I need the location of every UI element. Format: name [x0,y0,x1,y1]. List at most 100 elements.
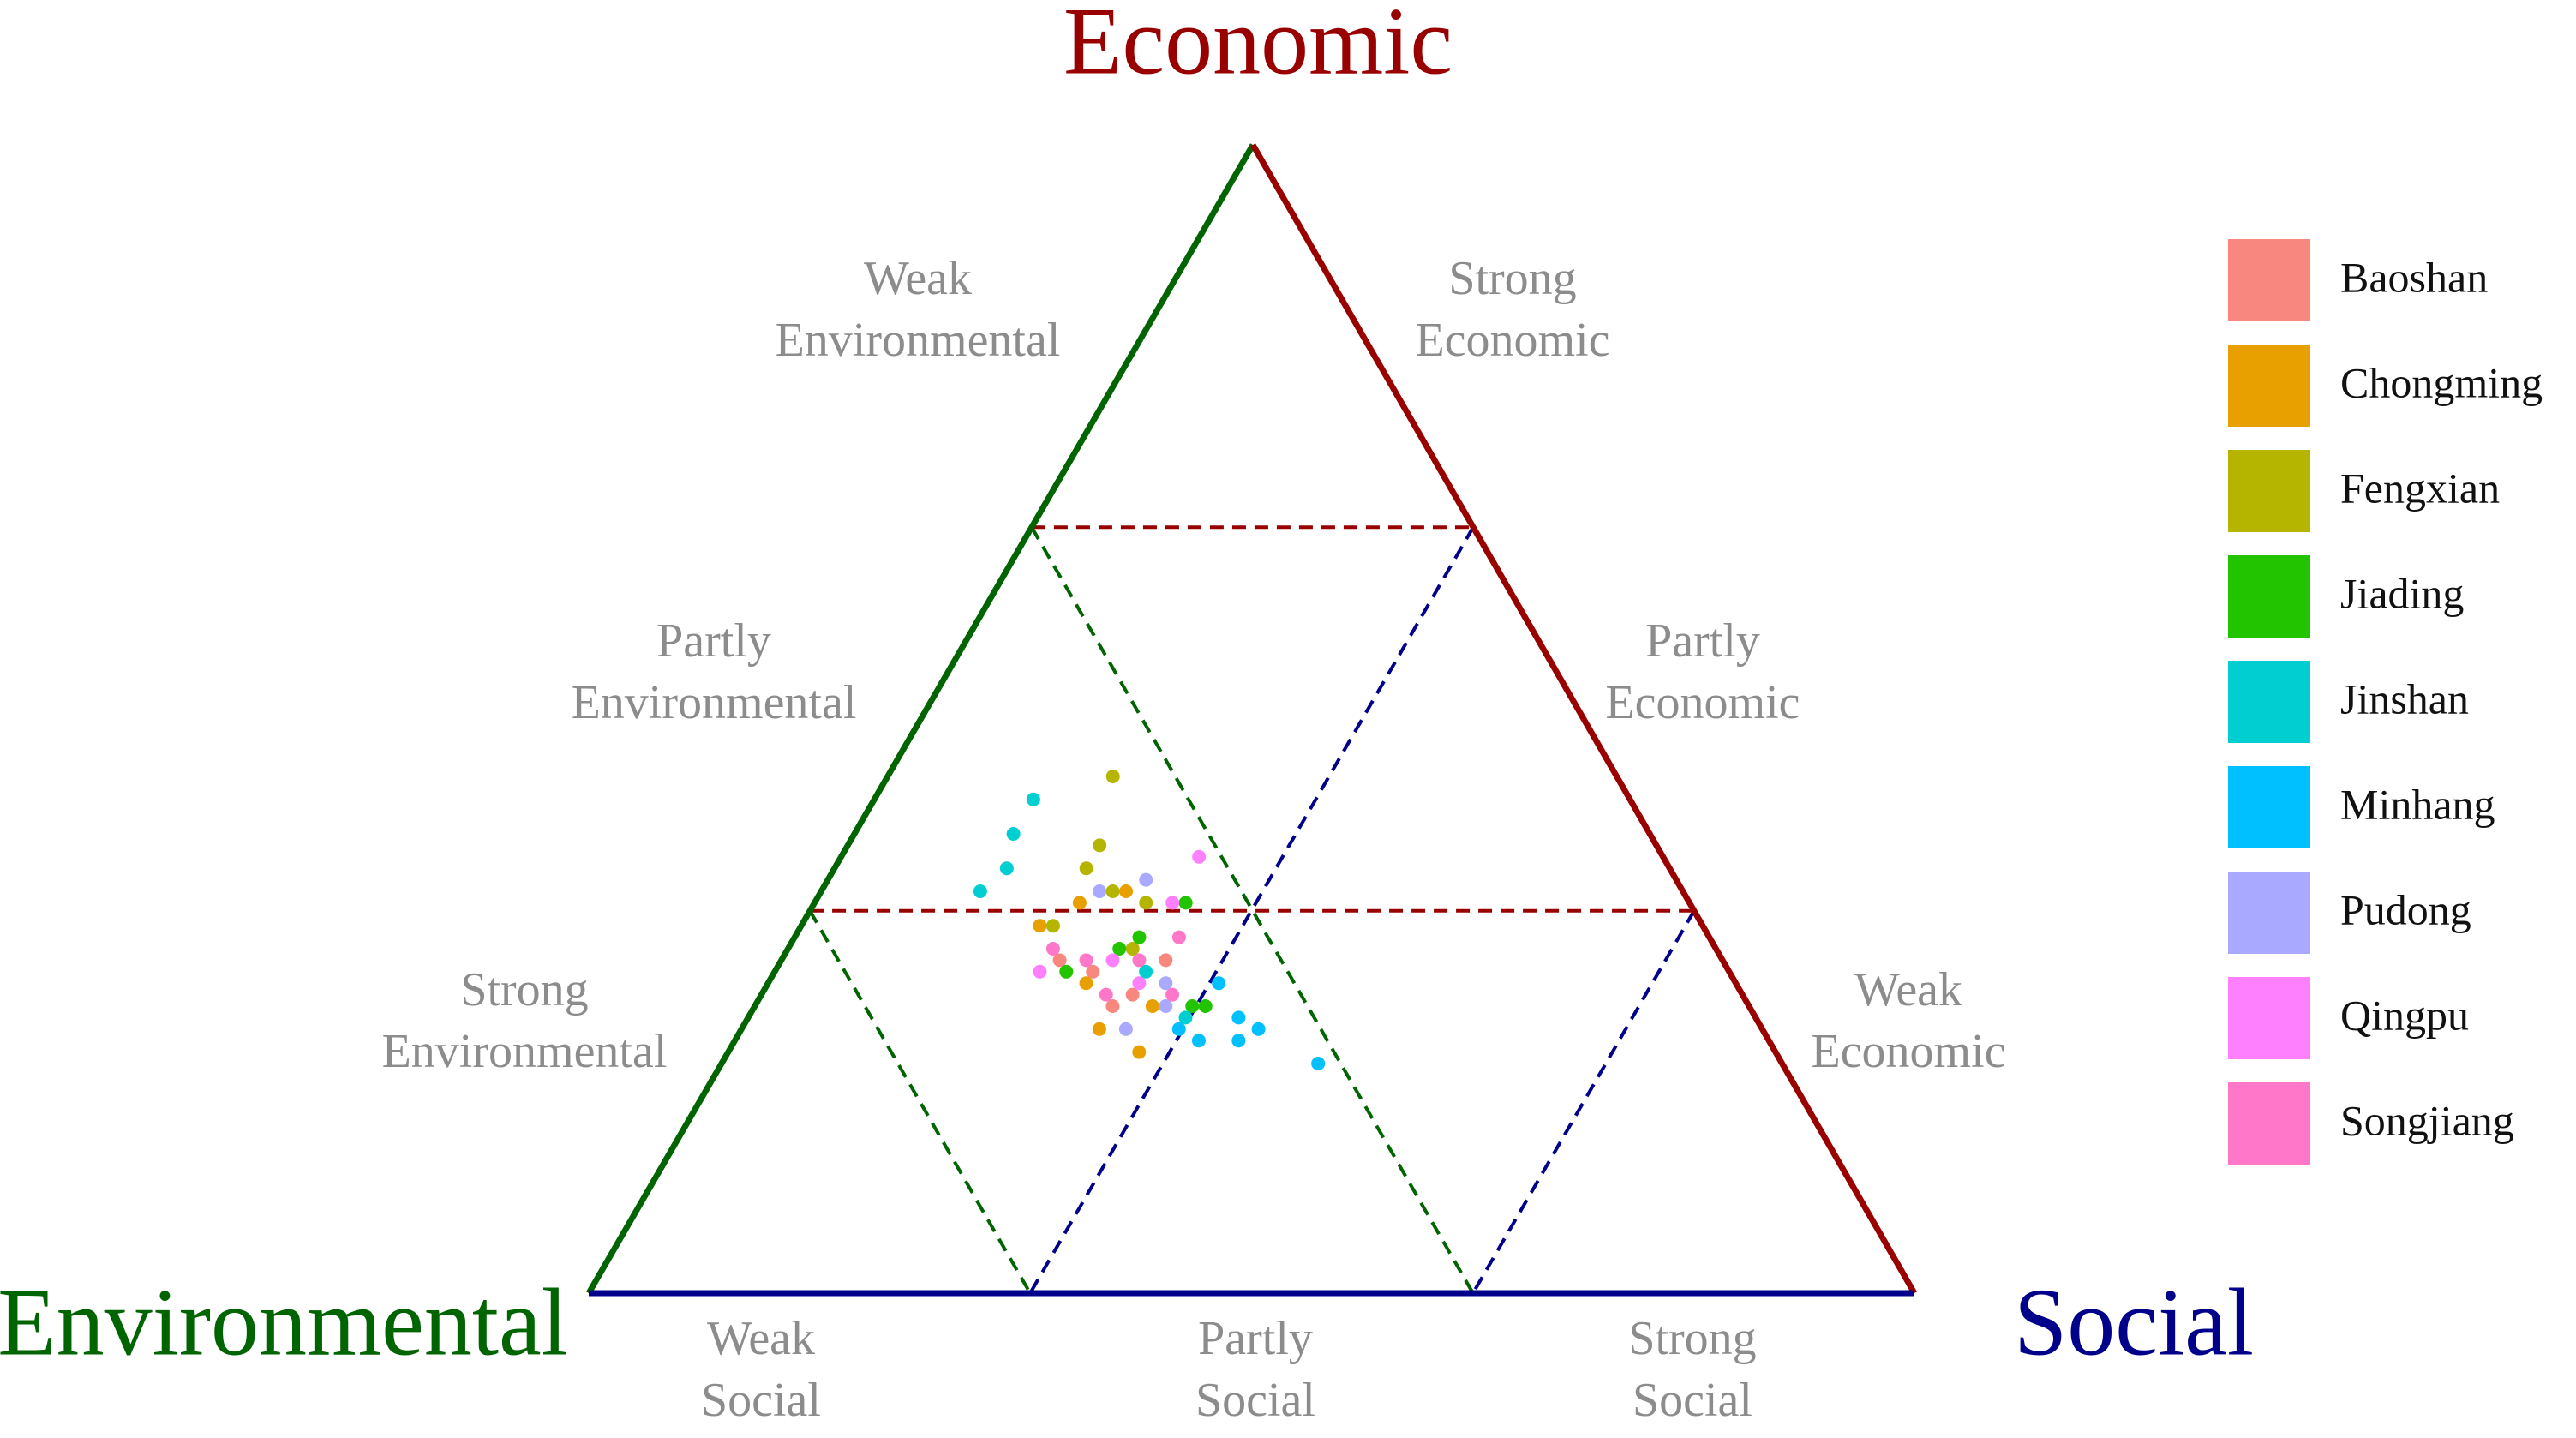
point [1125,987,1140,1002]
legend-swatch [2228,345,2310,427]
edge-environmental [585,143,1256,1295]
zone-label: Economic [1811,1025,2005,1078]
point [1105,953,1120,968]
point [1171,930,1186,944]
threshold-line [808,909,1032,1294]
point [1093,838,1107,853]
guides [585,143,1918,1297]
zone-label: Social [701,1374,821,1427]
point [973,884,987,898]
point [1026,792,1040,806]
point [1192,849,1207,864]
point [1132,1045,1147,1059]
zone-label: Weak [1854,963,1962,1016]
zone-label: Social [1195,1374,1315,1427]
legend-label: Qingpu [2340,991,2469,1039]
point [1086,964,1100,979]
point [1139,896,1153,910]
point [1159,953,1173,968]
point [1231,1034,1246,1048]
point [1112,942,1127,956]
zone-label: Environmental [776,314,1061,367]
point [1045,942,1060,956]
axis-title: Social [2014,1270,2254,1376]
point [1132,976,1147,991]
point [1132,930,1147,944]
point [1059,964,1074,979]
axis-title: Environmental [0,1270,568,1376]
zone-label: Partly [656,614,771,668]
point [1092,1022,1106,1036]
threshold-line [1471,909,1696,1295]
point [1045,919,1060,933]
point [1119,884,1134,898]
zone-label: Strong [460,963,588,1016]
point [1139,872,1153,887]
legend-label: Jiading [2340,569,2464,617]
legend-label: Jinshan [2340,674,2469,722]
edge-economic [1249,143,1918,1295]
legend-swatch [2228,1082,2310,1165]
labels: Economic Environmental Social Weak Environme… [0,0,2543,1427]
legend-swatch [2228,766,2310,848]
point [1185,999,1200,1013]
point [1052,953,1067,968]
legend-swatch [2228,239,2310,321]
legend-label: Pudong [2340,885,2471,933]
point [1165,896,1180,910]
point [1125,942,1140,956]
legend-swatch [2228,450,2310,532]
point [1178,896,1193,910]
zone-label: Social [1632,1374,1752,1427]
point [1033,964,1047,979]
zone-label: Weak [864,252,972,305]
point [1251,1022,1266,1036]
axis-title: Economic [1063,0,1453,95]
point [1118,1022,1133,1036]
point [1105,770,1120,783]
point [1191,1034,1206,1048]
legend-swatch [2228,555,2310,638]
zone-label: Partly [1645,614,1760,668]
point [999,861,1014,876]
legend-swatch [2228,661,2310,743]
point [1072,896,1087,910]
point [1198,999,1213,1013]
zone-label: Economic [1415,314,1609,367]
point [1079,953,1093,968]
point [1033,919,1047,933]
point [1171,1022,1186,1036]
legend-label: Minhang [2340,780,2495,828]
zone-label: Environmental [572,676,857,729]
zone-label: Partly [1198,1312,1313,1365]
point [1231,1010,1246,1025]
legend-label: Songjiang [2340,1096,2514,1144]
point [1079,861,1093,876]
point [1212,976,1226,991]
legend-swatch [2228,872,2310,954]
threshold-line [1030,526,1475,1294]
zone-label: Strong [1628,1312,1756,1365]
point [1105,884,1120,898]
point [1093,884,1107,898]
zone-label: Environmental [382,1025,668,1078]
point [1159,999,1173,1013]
point [1178,1010,1193,1025]
point [1099,987,1113,1002]
points [973,770,1326,1070]
zone-label: Weak [707,1312,815,1365]
legend-swatch [2228,977,2310,1059]
threshold-line [1028,526,1475,1295]
point [1006,827,1021,841]
point [1311,1057,1326,1070]
point [1145,999,1159,1013]
point [1105,999,1120,1013]
point [1159,976,1173,991]
legend-label: Chongming [2340,358,2543,406]
zone-label: Economic [1605,676,1800,729]
point [1165,987,1180,1002]
point [1079,976,1093,991]
legend-label: Baoshan [2340,253,2488,301]
zone-label: Strong [1448,252,1576,305]
